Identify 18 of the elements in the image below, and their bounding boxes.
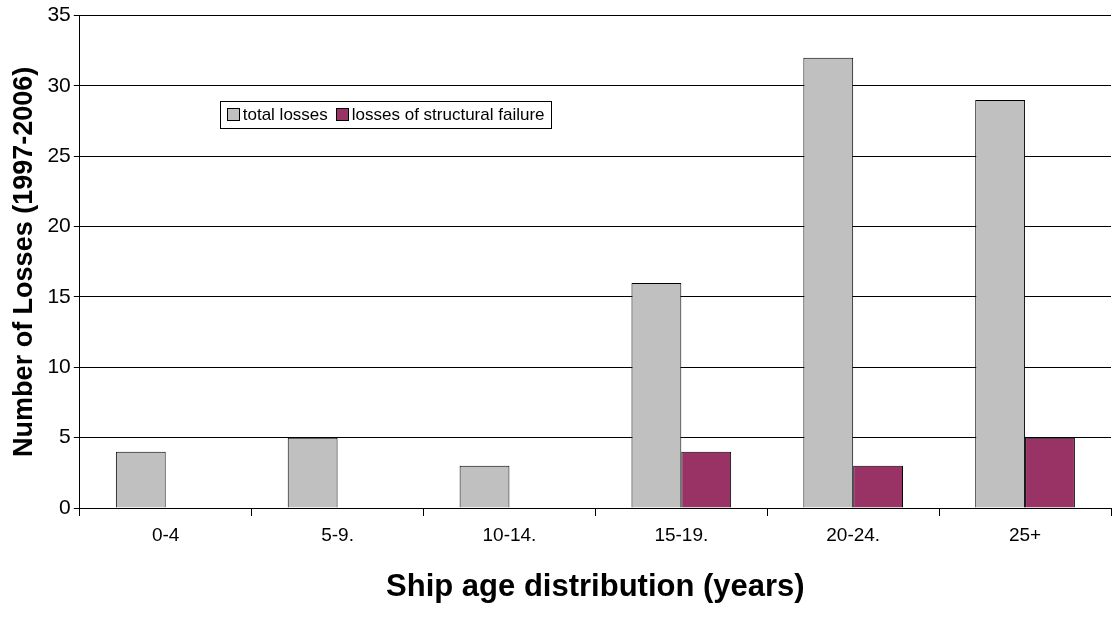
y-tick-label: 15: [47, 283, 71, 307]
y-tick-label: 20: [47, 213, 71, 237]
x-tick-label: 25+: [1008, 523, 1042, 545]
x-tick-label: 10-14.: [482, 523, 537, 545]
y-tick-label: 5: [59, 424, 71, 448]
y-tick-label: 10: [47, 354, 71, 378]
x-tick-label: 20-24.: [826, 523, 881, 545]
legend-label: losses of structural failure: [351, 104, 545, 125]
x-axis-title: Ship age distribution (years): [386, 567, 805, 603]
y-tick-label: 25: [47, 143, 71, 167]
x-tick-label: 15-19.: [654, 523, 709, 545]
x-tick-label: 5-9.: [321, 523, 354, 545]
y-tick-label: 35: [47, 2, 71, 26]
y-axis-title: Number of Losses (1997-2006): [7, 66, 38, 457]
legend-label: total losses: [242, 104, 328, 125]
y-tick-label: 0: [59, 494, 71, 518]
x-tick-label: 0-4: [151, 523, 180, 545]
y-tick-label: 30: [47, 72, 71, 96]
